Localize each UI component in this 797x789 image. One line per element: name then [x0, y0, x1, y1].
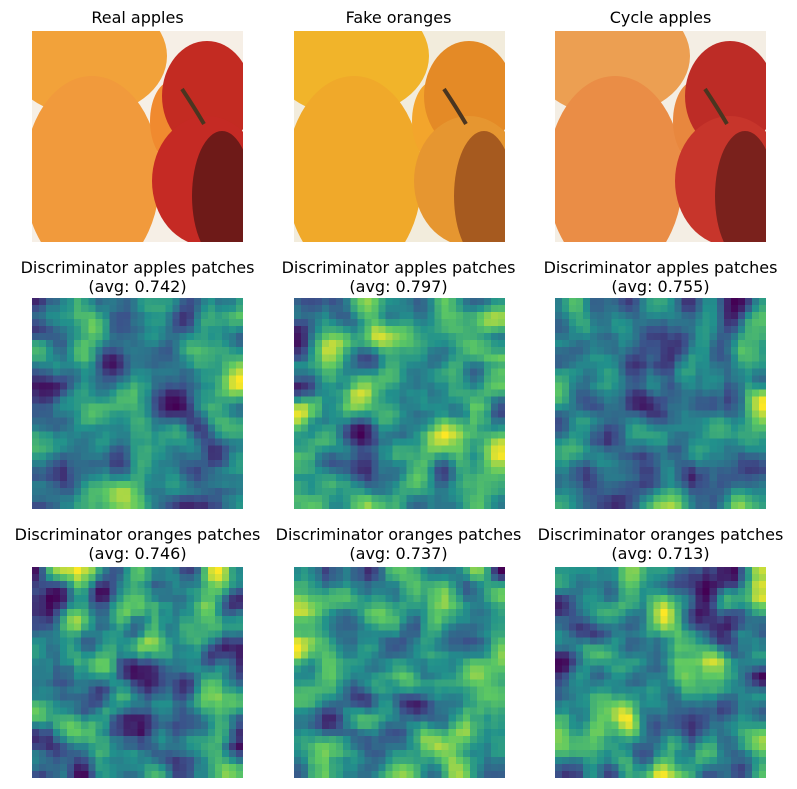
title-line-2: (avg: 0.737) — [349, 544, 448, 563]
title-line-1: Discriminator oranges patches — [275, 525, 522, 544]
title-disc-apples-3: Discriminator apples patches (avg: 0.755… — [530, 258, 791, 296]
title-line-2: (avg: 0.755) — [611, 277, 710, 296]
title-line-2: (avg: 0.742) — [88, 277, 187, 296]
title-disc-oranges-3: Discriminator oranges patches (avg: 0.71… — [530, 525, 791, 563]
title-line-1: Discriminator oranges patches — [14, 525, 261, 544]
title-line-1: Discriminator apples patches — [281, 258, 516, 277]
photo-fake-oranges — [294, 31, 505, 242]
title-line-2: (avg: 0.797) — [349, 277, 448, 296]
title-line-1: Discriminator apples patches — [20, 258, 255, 277]
heatmap-disc-apples-1 — [32, 298, 243, 509]
title-disc-apples-1: Discriminator apples patches (avg: 0.742… — [7, 258, 268, 296]
heatmap-disc-oranges-1 — [32, 567, 243, 778]
heatmap-disc-apples-2 — [294, 298, 505, 509]
heatmap-disc-oranges-2 — [294, 567, 505, 778]
heatmap-disc-apples-3 — [555, 298, 766, 509]
title-real-apples: Real apples — [91, 8, 184, 27]
title-line-1: Discriminator apples patches — [543, 258, 778, 277]
photo-real-apples — [32, 31, 243, 242]
title-line-2: (avg: 0.713) — [611, 544, 710, 563]
photo-cycle-apples — [555, 31, 766, 242]
title-disc-oranges-2: Discriminator oranges patches (avg: 0.73… — [268, 525, 529, 563]
title-cycle-apples: Cycle apples — [609, 8, 712, 27]
title-line-1: Discriminator oranges patches — [537, 525, 784, 544]
title-line-2: (avg: 0.746) — [88, 544, 187, 563]
title-disc-oranges-1: Discriminator oranges patches (avg: 0.74… — [7, 525, 268, 563]
title-disc-apples-2: Discriminator apples patches (avg: 0.797… — [268, 258, 529, 296]
heatmap-disc-oranges-3 — [555, 567, 766, 778]
title-fake-oranges: Fake oranges — [345, 8, 452, 27]
